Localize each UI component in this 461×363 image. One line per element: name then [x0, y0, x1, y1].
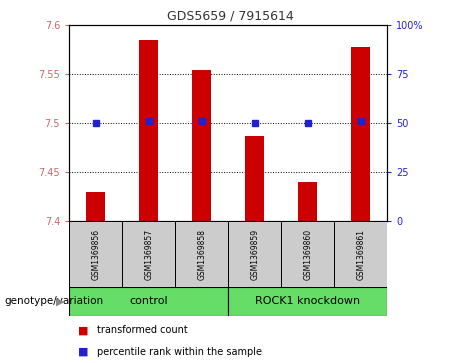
Bar [334, 221, 387, 287]
Bar [298, 182, 317, 221]
Text: GDS5659 / 7915614: GDS5659 / 7915614 [167, 9, 294, 22]
Text: control: control [130, 296, 168, 306]
Text: percentile rank within the sample: percentile rank within the sample [97, 347, 262, 357]
Bar [281, 221, 334, 287]
Text: genotype/variation: genotype/variation [5, 296, 104, 306]
Text: transformed count: transformed count [97, 325, 188, 335]
Text: GSM1369861: GSM1369861 [356, 229, 365, 280]
Bar [228, 221, 281, 287]
Text: GSM1369856: GSM1369856 [91, 229, 100, 280]
Bar [86, 192, 105, 221]
Bar [122, 221, 175, 287]
Text: GSM1369858: GSM1369858 [197, 229, 206, 280]
Text: ROCK1 knockdown: ROCK1 knockdown [255, 296, 361, 306]
Text: GSM1369857: GSM1369857 [144, 229, 153, 280]
Bar [69, 287, 228, 316]
Text: GSM1369860: GSM1369860 [303, 229, 312, 280]
Bar [228, 287, 387, 316]
Text: ▶: ▶ [56, 296, 65, 306]
Bar [192, 70, 211, 221]
Bar [69, 221, 122, 287]
Bar [245, 136, 264, 221]
Bar [175, 221, 228, 287]
Text: GSM1369859: GSM1369859 [250, 229, 259, 280]
Bar [351, 47, 370, 221]
Text: ■: ■ [78, 325, 89, 335]
Text: ■: ■ [78, 347, 89, 357]
Bar [139, 40, 158, 221]
